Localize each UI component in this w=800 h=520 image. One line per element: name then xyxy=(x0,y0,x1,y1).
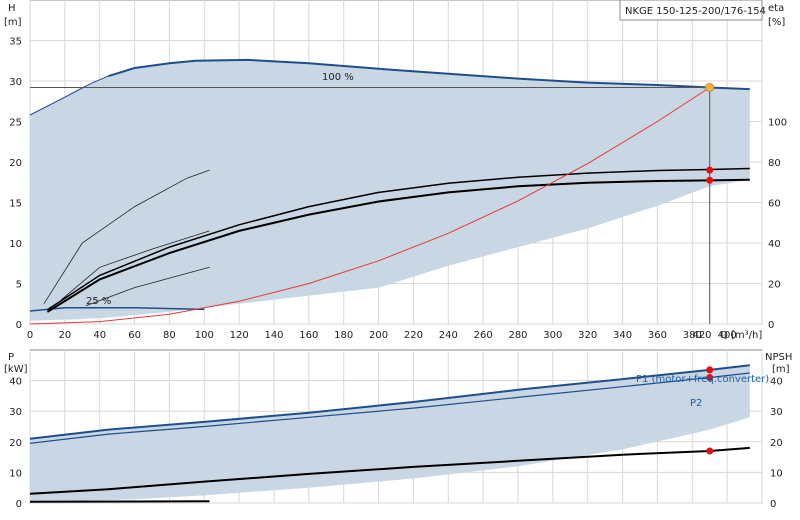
x-tick-label: 280 xyxy=(508,330,527,341)
eta-partial-load-curve xyxy=(85,266,210,307)
head-panel: 0 20 40 60 80 100 120 140 160 180 200 220 240 260 280 3… xyxy=(4,0,787,341)
x-tick-label: 40 xyxy=(93,330,106,341)
x-tick-label: 200 xyxy=(369,330,388,341)
chart-title: NKGE 150-125-200/176-154 xyxy=(625,6,766,17)
p2-extension xyxy=(29,433,109,444)
legend-p1: P1 (motor+freq.converter) xyxy=(636,374,769,385)
eta-partial-load-curve xyxy=(43,169,210,305)
x-tick-label: 420 xyxy=(692,330,711,341)
x-tick-label: 20 xyxy=(58,330,71,341)
y2-tick-label: 80 xyxy=(768,158,781,169)
power-operating-area xyxy=(30,365,750,502)
y2-tick-label: 40 xyxy=(768,239,781,250)
x-axis-unit: [m³/h] xyxy=(731,330,762,341)
power-panel: 0 10 20 30 40 0 10 20 30 40 P [kW] NPSH [m] P1 (m… xyxy=(4,349,792,510)
x-tick-label: 360 xyxy=(648,330,667,341)
y-tick-label: 15 xyxy=(9,199,22,210)
y-tick-label: 10 xyxy=(9,239,22,250)
npsh-tick-label: 30 xyxy=(770,407,783,418)
eta-system-curve xyxy=(46,167,750,311)
x-tick-label: 380 xyxy=(683,330,702,341)
x-tick-label: 180 xyxy=(334,330,353,341)
p2-curve xyxy=(29,372,750,444)
system-curve xyxy=(29,87,710,325)
x-tick-label: 160 xyxy=(299,330,318,341)
x-tick-label: 320 xyxy=(578,330,597,341)
x-tick-label: 220 xyxy=(404,330,423,341)
x-tick-label: 0 xyxy=(27,330,33,341)
p1-extension xyxy=(29,429,109,440)
npsh-min-speed-curve xyxy=(29,500,210,503)
x-axis-label: Q xyxy=(720,330,728,341)
duty-point-eta xyxy=(706,166,714,174)
y-tick-label: 5 xyxy=(16,280,22,291)
y-tick-label: 20 xyxy=(9,158,22,169)
y-tick-label: 0 xyxy=(16,320,22,331)
y2-axis-unit: [%] xyxy=(768,17,785,28)
annotation-100-percent: 100 % xyxy=(322,72,354,83)
npsh-tick-label: 40 xyxy=(770,377,783,388)
y-axis-label: H xyxy=(8,3,16,14)
p-axis-label: P xyxy=(8,352,14,363)
head-tick-labels: 0 20 40 60 80 100 120 140 160 180 200 220 240 260 280 3… xyxy=(9,37,787,342)
npsh-tick-label: 0 xyxy=(770,499,776,510)
eta-motor-curve xyxy=(46,178,750,313)
power-duty-point xyxy=(706,374,714,382)
p-axis-unit: [kW] xyxy=(4,364,28,375)
title-box xyxy=(619,0,763,21)
operating-area xyxy=(30,365,750,502)
annotation-25-percent: 25 % xyxy=(86,296,111,307)
x-tick-label: 400 xyxy=(718,330,737,341)
head-curve-extension xyxy=(29,75,109,116)
p-tick-label: 0 xyxy=(16,499,22,510)
x-tick-label: 300 xyxy=(543,330,562,341)
x-tick-label: 260 xyxy=(474,330,493,341)
x-tick-label: 60 xyxy=(128,330,141,341)
y-tick-label: 35 xyxy=(9,37,22,48)
x-tick-label: 80 xyxy=(163,330,176,341)
p-tick-label: 20 xyxy=(9,438,22,449)
y2-tick-label: 0 xyxy=(768,320,774,331)
p1-curve xyxy=(29,364,750,440)
y-axis-unit: [m] xyxy=(4,17,22,28)
p-tick-label: 30 xyxy=(9,407,22,418)
y2-axis-label: eta xyxy=(768,3,784,14)
x-tick-label: 240 xyxy=(439,330,458,341)
npsh-curve xyxy=(29,446,750,495)
y-tick-label: 25 xyxy=(9,118,22,129)
power-curves xyxy=(29,364,750,503)
p-tick-label: 10 xyxy=(9,468,22,479)
x-tick-label: 120 xyxy=(230,330,249,341)
npsh-axis-label: NPSH xyxy=(765,352,792,363)
eta-partial-load-curve xyxy=(61,230,210,301)
x-tick-label: 140 xyxy=(264,330,283,341)
npsh-duty-point xyxy=(706,447,714,455)
x-tick-label: 100 xyxy=(195,330,214,341)
npsh-tick-label: 20 xyxy=(770,438,783,449)
p-tick-label: 40 xyxy=(9,377,22,388)
y2-tick-label: 20 xyxy=(768,280,781,291)
y-tick-label: 30 xyxy=(9,77,22,88)
head-curves xyxy=(29,58,750,325)
power-duty-point xyxy=(706,366,714,374)
y2-tick-label: 60 xyxy=(768,199,781,210)
legend-p2: P2 xyxy=(690,398,702,409)
power-tick-labels: 0 10 20 30 40 0 10 20 30 40 xyxy=(9,377,782,510)
x-tick-label: 340 xyxy=(613,330,632,341)
duty-point-eta-motor xyxy=(706,176,714,184)
npsh-tick-label: 10 xyxy=(770,468,783,479)
npsh-axis-unit: [m] xyxy=(772,364,790,375)
head-curve-100 xyxy=(108,58,750,91)
y2-tick-label: 100 xyxy=(768,118,787,129)
duty-point-head xyxy=(705,82,715,92)
